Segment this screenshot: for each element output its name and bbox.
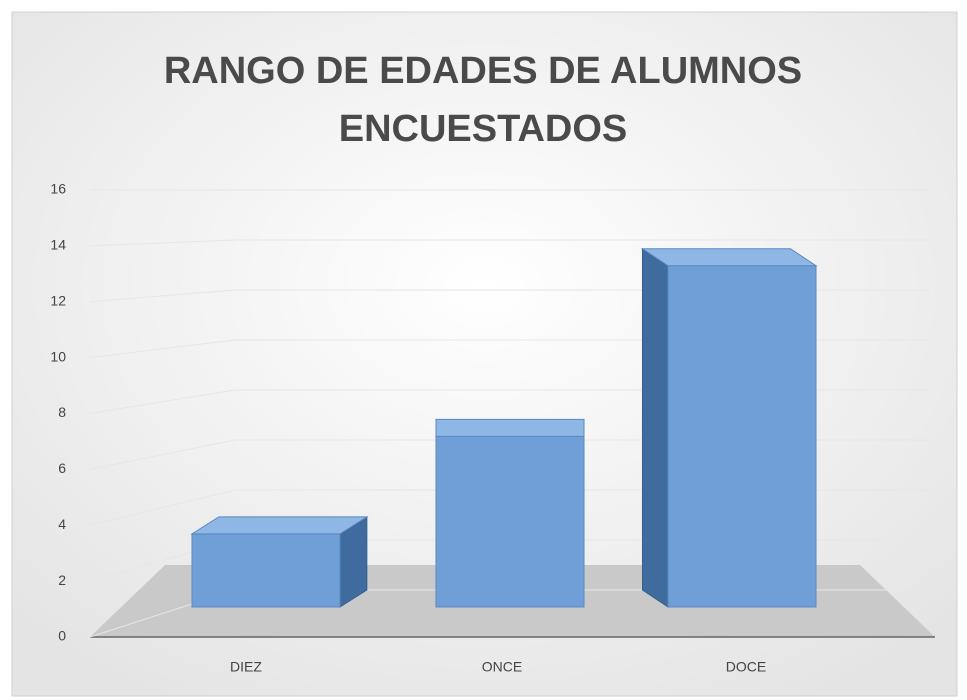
bar-top (190, 516, 369, 535)
y-tick-label: 0 (58, 628, 66, 644)
bar (640, 247, 818, 608)
chart-title: RANGO DE EDADES DE ALUMNOS ENCUESTADOS (163, 50, 803, 150)
bar-front (667, 265, 817, 608)
y-tick-label: 6 (58, 460, 66, 476)
y-tick-label: 2 (58, 572, 66, 588)
bar-top (640, 248, 818, 267)
y-tick-label: 14 (50, 237, 66, 253)
bar-top (435, 418, 585, 437)
x-tick-label: DOCE (726, 659, 766, 675)
y-tick-label: 4 (58, 516, 66, 532)
bar-front (435, 435, 585, 608)
y-tick-label: 16 (50, 181, 66, 197)
y-tick-label: 8 (58, 404, 66, 420)
x-tick-label: DIEZ (230, 659, 262, 675)
y-tick-label: 10 (50, 348, 66, 364)
bar (190, 515, 369, 608)
x-tick-label: ONCE (482, 659, 522, 675)
y-tick-label: 12 (50, 292, 66, 308)
bar-front (191, 533, 341, 608)
bar-side (641, 247, 669, 608)
grid-line (89, 239, 930, 247)
bar (435, 418, 585, 608)
